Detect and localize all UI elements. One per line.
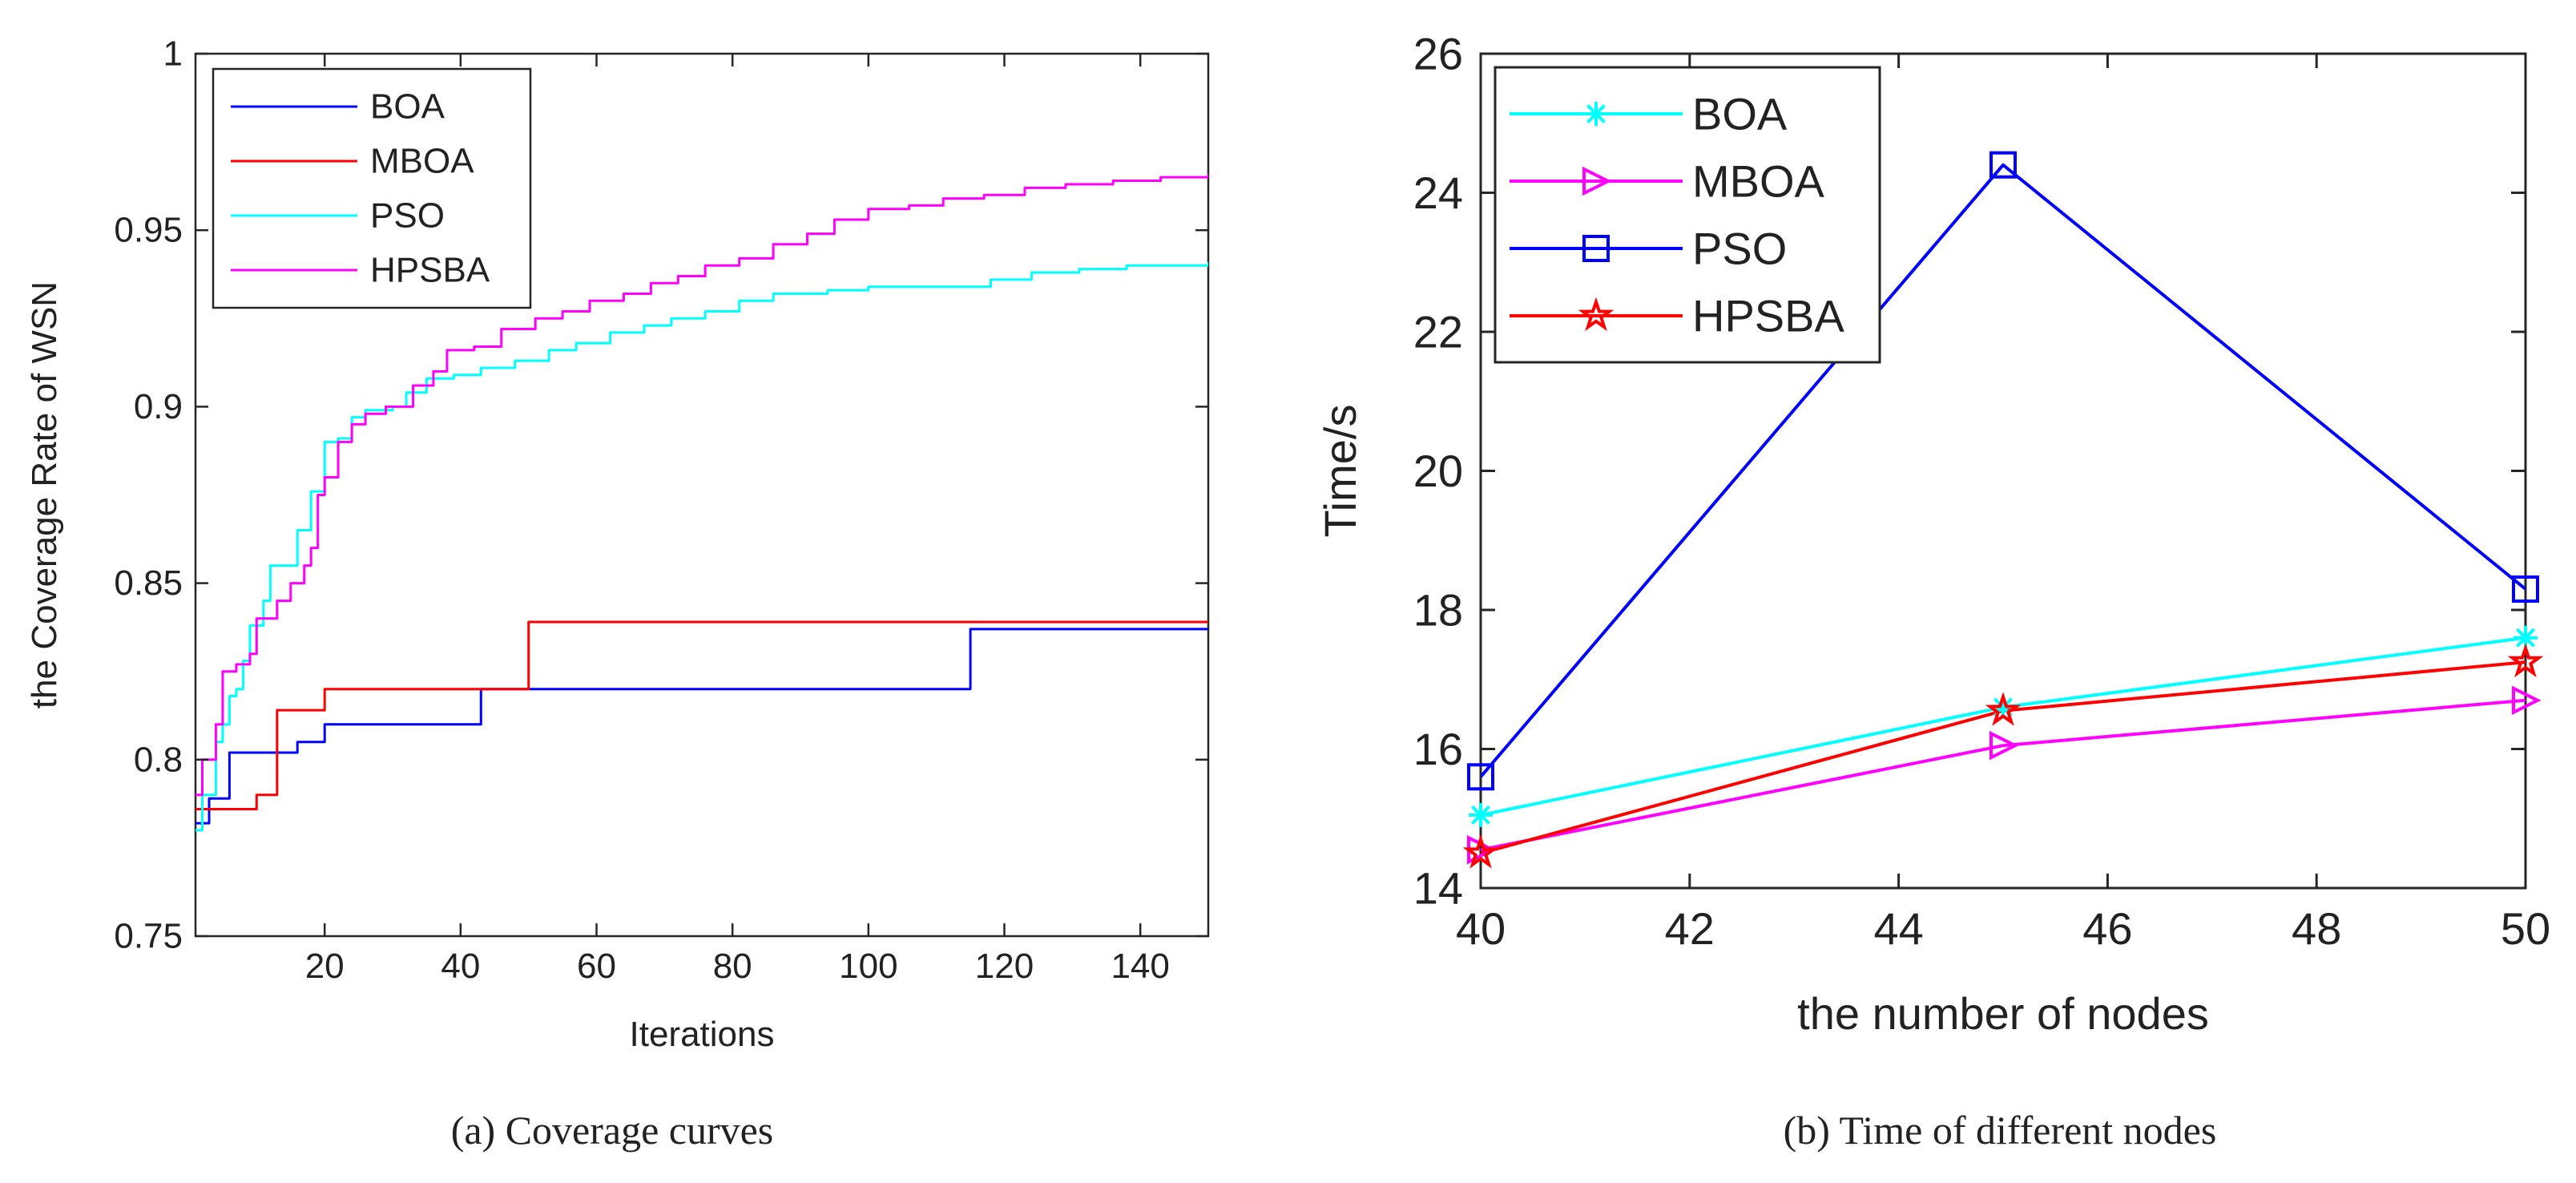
data-point-hpsba-0 <box>1462 834 1499 869</box>
y-tick-label: 1 <box>163 34 183 74</box>
legend-label-pso: PSO <box>1692 224 1787 274</box>
legend-marker-boa <box>1584 102 1608 126</box>
x-tick-label: 60 <box>577 947 616 986</box>
x-axis-label: the number of nodes <box>1797 988 2209 1039</box>
x-axis-label: Iterations <box>630 1015 775 1054</box>
legend-marker-pso <box>1582 235 1610 262</box>
legend-box <box>212 67 532 309</box>
legend-box <box>1494 66 1881 364</box>
legend-label-pso: PSO <box>370 196 445 236</box>
y-tick-label: 26 <box>1413 29 1463 79</box>
x-tick-label: 50 <box>2501 903 2550 954</box>
legend-label-mboa: MBOA <box>1692 156 1825 207</box>
y-axis-label: the Coverage Rate of WSN <box>25 281 64 709</box>
x-tick-label: 40 <box>1456 903 1506 954</box>
data-point-boa-0 <box>1469 802 1493 827</box>
y-axis-label: Time/s <box>1315 405 1365 538</box>
legend-label-hpsba: HPSBA <box>370 251 490 290</box>
x-tick-label: 80 <box>713 947 752 986</box>
y-tick-label: 0.85 <box>114 563 183 603</box>
series-line-mboa <box>196 620 1208 810</box>
figure-caption: (a) Coverage curves <box>451 1108 774 1153</box>
chart-coverage-curves: 20 40 60 80 100 120 140 0.75 0.8 0.85 0.9 0.95 1 Iter… <box>25 34 1210 1153</box>
legend-marker-mboa <box>1582 166 1612 196</box>
data-point-pso-2 <box>2512 575 2539 603</box>
series-line-pso <box>196 261 1208 832</box>
y-tick-label: 0.9 <box>134 387 183 426</box>
y-tick-label: 18 <box>1413 585 1463 636</box>
data-point-boa-1 <box>1991 695 2015 720</box>
data-point-hpsba-1 <box>1985 692 2022 726</box>
legend-label-boa: BOA <box>370 87 445 127</box>
x-tick-label: 46 <box>2082 903 2132 954</box>
x-tick-label: 48 <box>2292 903 2341 954</box>
x-tick-label: 42 <box>1665 903 1715 954</box>
x-tick-label: 44 <box>1873 903 1923 954</box>
x-tick-label: 140 <box>1111 947 1169 986</box>
chart-time-of-nodes: 40 42 44 46 48 50 14 16 18 20 22 24 26 the number of … <box>1315 29 2550 1153</box>
figure-caption: (b) Time of different nodes <box>1784 1108 2217 1153</box>
y-tick-label: 22 <box>1413 307 1463 357</box>
series-line-pso <box>1481 163 2526 778</box>
data-point-boa-2 <box>2514 625 2538 650</box>
series-line-hpsba <box>196 173 1208 797</box>
y-tick-label: 14 <box>1413 863 1463 914</box>
legend-label-mboa: MBOA <box>370 142 474 181</box>
data-point-hpsba-2 <box>2507 643 2544 678</box>
x-tick-label: 120 <box>975 947 1034 986</box>
series-line-mboa <box>1481 698 2526 852</box>
x-tick-label: 20 <box>305 947 345 986</box>
y-tick-label: 0.8 <box>134 740 183 779</box>
series-line-boa <box>196 628 1208 825</box>
y-tick-label: 16 <box>1413 724 1463 774</box>
legend-label-boa: BOA <box>1692 89 1788 139</box>
x-tick-label: 40 <box>441 947 480 986</box>
data-point-mboa-1 <box>1989 730 2019 761</box>
legend-marker-hpsba <box>1578 297 1615 332</box>
data-point-pso-1 <box>1989 151 2017 179</box>
series-group <box>196 173 1208 832</box>
data-point-mboa-2 <box>2512 685 2542 716</box>
y-tick-label: 20 <box>1413 446 1463 496</box>
y-tick-label: 24 <box>1413 168 1463 218</box>
data-point-pso-0 <box>1467 763 1494 791</box>
y-tick-label: 0.75 <box>114 917 183 956</box>
x-tick-label: 100 <box>839 947 897 986</box>
y-tick-label: 0.95 <box>114 211 183 250</box>
legend-label-hpsba: HPSBA <box>1692 291 1844 341</box>
